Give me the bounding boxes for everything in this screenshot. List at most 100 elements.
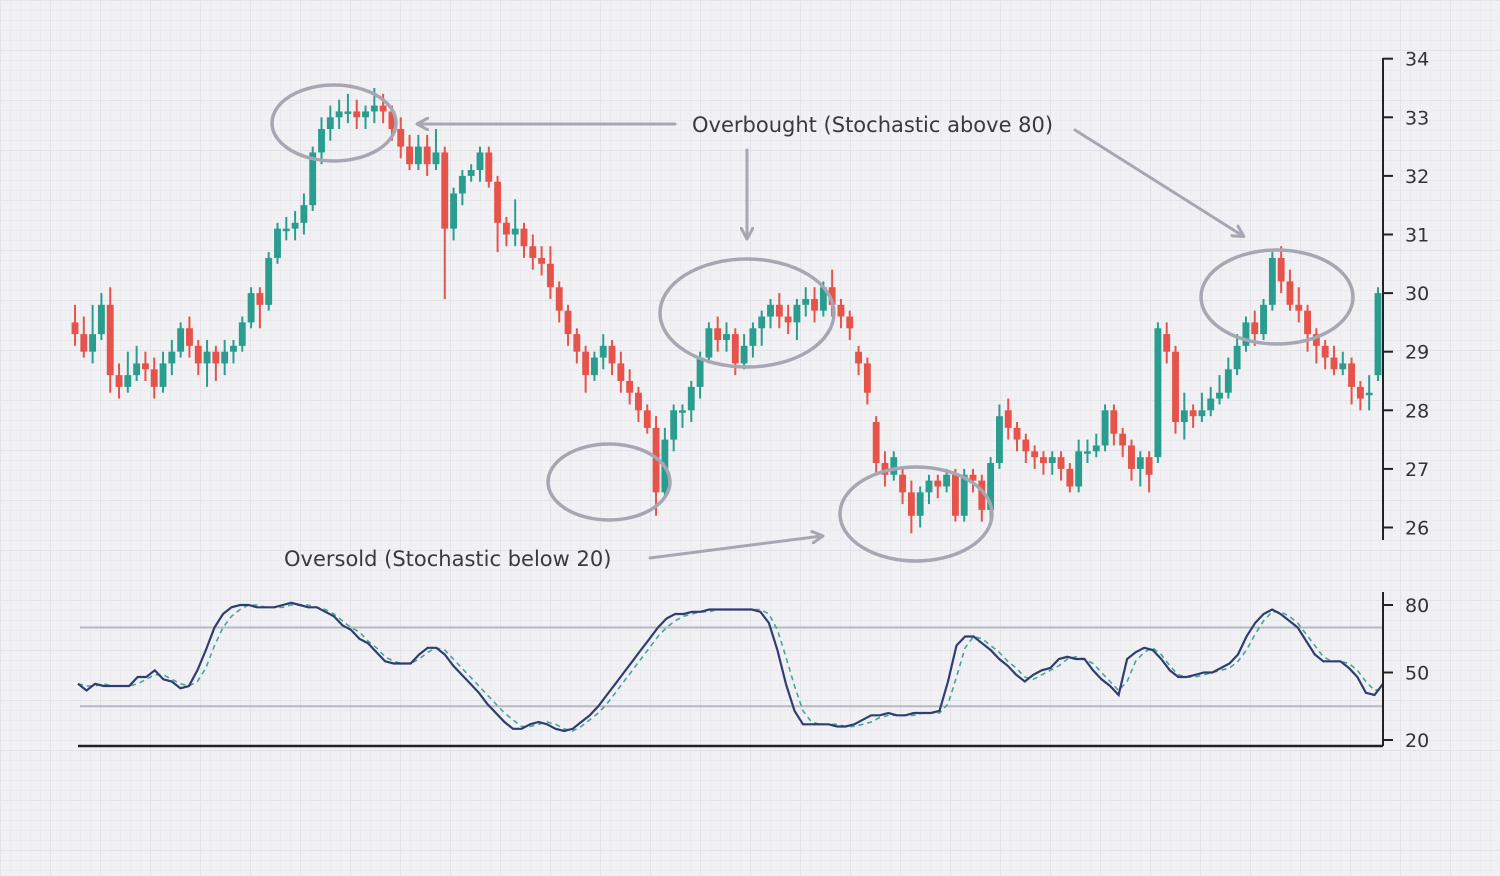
candle-body [370, 105, 378, 112]
candle [705, 322, 713, 364]
stochastic-tick-label: 80 [1405, 595, 1429, 617]
candle [599, 334, 607, 370]
candle [635, 386, 642, 423]
candle-body [529, 246, 537, 258]
oversold-annotation: Oversold (Stochastic below 20) [284, 547, 611, 571]
candle [1163, 322, 1171, 364]
candle [546, 246, 554, 299]
candle-body [652, 427, 660, 493]
candle-body [256, 293, 264, 305]
candle [1128, 439, 1135, 481]
candle-body [837, 304, 845, 317]
candle [274, 222, 281, 264]
candle [538, 246, 546, 276]
candle-body [282, 228, 290, 232]
candle-body [133, 363, 141, 376]
candle [1101, 404, 1109, 452]
candle [115, 363, 123, 399]
candle [1348, 357, 1356, 405]
candle [238, 316, 246, 352]
candle [582, 345, 590, 393]
candle [159, 351, 167, 393]
candle-body [485, 152, 493, 182]
candle [784, 304, 792, 335]
candle-body [1207, 398, 1215, 411]
candle-body [511, 228, 519, 235]
candle [978, 474, 986, 522]
candle-body [1286, 281, 1294, 305]
candle [326, 105, 334, 141]
candle [494, 175, 502, 253]
candle-body [362, 111, 369, 118]
candle [194, 339, 202, 376]
candle [670, 404, 678, 452]
candle-body [186, 328, 193, 346]
candle [1321, 339, 1329, 370]
candle [203, 339, 211, 387]
candle-body [1048, 457, 1056, 464]
candle-body [1075, 451, 1083, 487]
candle [1136, 451, 1144, 487]
candle [1198, 392, 1206, 423]
candle [221, 339, 229, 376]
candle-body [432, 152, 440, 165]
candle-body [1057, 457, 1065, 469]
annotation-arrows [418, 124, 1243, 560]
candle [969, 468, 977, 493]
candle [397, 117, 405, 159]
price-tick-label: 34 [1405, 49, 1429, 71]
candle [573, 328, 581, 364]
candle-body [872, 422, 880, 464]
candle [1260, 298, 1267, 340]
candle [265, 252, 273, 311]
candle-body [582, 351, 590, 376]
candle-body [238, 322, 246, 346]
candle [1224, 357, 1232, 399]
candle [617, 351, 625, 393]
candle-body [608, 345, 616, 364]
candle [71, 304, 79, 346]
candle-body [265, 257, 273, 305]
candle-body [106, 304, 114, 376]
candle [124, 351, 132, 393]
candle-body [696, 357, 704, 387]
candle [485, 146, 493, 188]
candle [511, 199, 519, 247]
candle [1057, 451, 1065, 481]
candle-body [423, 146, 431, 165]
candle-body [819, 287, 827, 311]
candle-body [1242, 322, 1250, 346]
candle [291, 211, 299, 241]
candle-body [555, 287, 563, 311]
candle [247, 287, 255, 329]
candle [555, 281, 563, 323]
candle [520, 222, 528, 258]
candle-body [828, 287, 836, 305]
candle-body [1365, 392, 1373, 396]
price-tick-label: 29 [1405, 342, 1429, 364]
candle-body [916, 492, 924, 516]
candle-body [1330, 357, 1338, 370]
candle-body [679, 410, 686, 413]
stochastic-panel: 20 50 80 [77, 592, 1429, 752]
candle-body [899, 474, 907, 493]
candle-body [221, 351, 229, 364]
candle [1374, 287, 1382, 381]
candle-body [925, 480, 933, 493]
candle-body [855, 351, 862, 364]
candle [168, 339, 176, 376]
candle [793, 298, 801, 340]
candle-body [811, 298, 818, 311]
price-tick-label: 31 [1405, 225, 1429, 247]
stochastic-d-line [77, 604, 1384, 732]
candle [802, 287, 810, 317]
candle-body [969, 474, 977, 481]
candle [907, 480, 915, 534]
candle-body [1268, 257, 1276, 305]
candle-body [150, 369, 158, 387]
candle-body [177, 328, 185, 352]
candle-body [1154, 328, 1162, 458]
candle-body [502, 222, 510, 235]
candle-body [1251, 322, 1259, 335]
candle [951, 468, 959, 522]
